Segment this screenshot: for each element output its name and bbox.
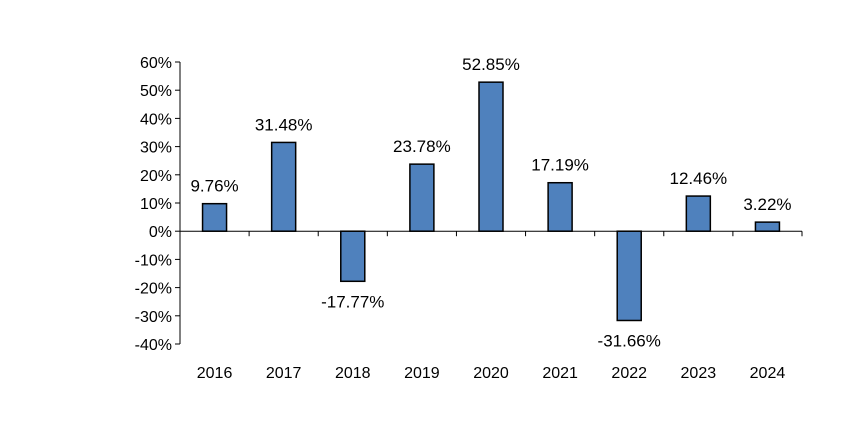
y-tick-label: 10%	[140, 196, 172, 213]
x-tick-label: 2024	[750, 365, 786, 382]
x-tick-label: 2021	[542, 365, 578, 382]
data-label: 31.48%	[255, 115, 313, 134]
data-label: 17.19%	[531, 156, 589, 175]
x-tick-label: 2019	[404, 365, 440, 382]
y-tick-label: 60%	[140, 55, 172, 72]
bar-2017	[270, 141, 297, 232]
y-tick-label: -20%	[135, 281, 172, 298]
data-label: -31.66%	[598, 331, 661, 350]
x-tick-label: 2023	[681, 365, 717, 382]
data-label: 23.78%	[393, 137, 451, 156]
data-label: 9.76%	[190, 177, 238, 196]
bar-2021	[547, 181, 573, 232]
bars	[201, 81, 781, 322]
x-tick-label: 2022	[611, 365, 647, 382]
y-axis: 60% 50% 40% 30% 20% 10% 0% -10% -20% -30% -40%	[135, 55, 181, 354]
y-tick-label: 30%	[140, 140, 172, 157]
x-axis: 2016 2017 2018 2019 2020 2021 2022 2023 2024	[180, 230, 803, 382]
x-tick-label: 2020	[473, 365, 509, 382]
bar-2024	[754, 221, 781, 232]
y-tick-label: 0%	[149, 224, 172, 241]
x-tick-label: 2018	[335, 365, 371, 382]
bar-2023	[685, 195, 712, 232]
bar-2020	[478, 81, 504, 232]
y-tick-label: 50%	[140, 83, 172, 100]
data-label: 12.46%	[669, 169, 727, 188]
bar-2019	[409, 163, 435, 232]
data-labels: 9.76% 31.48% -17.77% 23.78% 52.85% 17.19% -31.…	[190, 55, 791, 350]
y-tick-label: 20%	[140, 168, 172, 185]
data-label: -17.77%	[321, 292, 384, 311]
bar-2022	[616, 230, 642, 322]
data-label: 52.85%	[462, 55, 520, 74]
y-tick-label: -30%	[135, 309, 172, 326]
y-tick-label: -10%	[135, 252, 172, 269]
x-tick-label: 2017	[266, 365, 302, 382]
y-tick-label: 40%	[140, 111, 172, 128]
y-tick-label: -40%	[135, 337, 172, 354]
data-label: 3.22%	[743, 195, 791, 214]
bar-2016	[201, 202, 228, 232]
x-tick-label: 2016	[197, 365, 233, 382]
bar-2018	[340, 230, 366, 283]
